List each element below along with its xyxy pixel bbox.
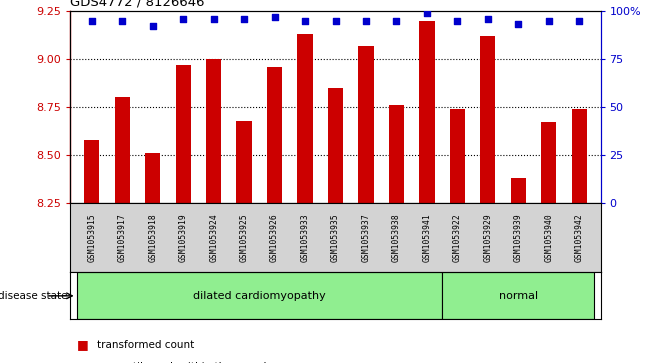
- Text: GSM1053937: GSM1053937: [362, 213, 370, 262]
- Point: [482, 16, 493, 21]
- Bar: [511, 178, 526, 203]
- Point: [391, 17, 402, 23]
- Point: [148, 23, 158, 29]
- Point: [208, 16, 219, 21]
- Text: GSM1053915: GSM1053915: [87, 213, 96, 262]
- Text: GSM1053924: GSM1053924: [209, 213, 218, 262]
- Point: [330, 17, 341, 23]
- Bar: [450, 109, 465, 203]
- Point: [87, 17, 97, 23]
- Bar: [84, 140, 99, 203]
- Bar: [358, 45, 374, 203]
- Bar: [115, 97, 130, 203]
- Text: GSM1053938: GSM1053938: [392, 213, 401, 262]
- Text: GSM1053933: GSM1053933: [301, 213, 309, 262]
- Text: GSM1053917: GSM1053917: [117, 213, 127, 262]
- Bar: [176, 65, 191, 203]
- Point: [360, 17, 371, 23]
- Text: GSM1053925: GSM1053925: [240, 213, 248, 262]
- Point: [513, 21, 523, 27]
- Text: GSM1053922: GSM1053922: [453, 213, 462, 262]
- Text: dilated cardiomyopathy: dilated cardiomyopathy: [193, 291, 325, 301]
- Text: normal: normal: [499, 291, 538, 301]
- Bar: [419, 21, 435, 203]
- Text: GSM1053940: GSM1053940: [544, 213, 554, 262]
- Text: GSM1053926: GSM1053926: [270, 213, 279, 262]
- Bar: [206, 59, 221, 203]
- Point: [452, 17, 463, 23]
- Bar: [389, 105, 404, 203]
- Point: [421, 10, 432, 16]
- Text: percentile rank within the sample: percentile rank within the sample: [97, 362, 273, 363]
- Text: GSM1053935: GSM1053935: [331, 213, 340, 262]
- Bar: [76, 272, 442, 319]
- Text: GSM1053939: GSM1053939: [514, 213, 523, 262]
- Point: [269, 14, 280, 20]
- Text: ■: ■: [77, 338, 89, 351]
- Text: GSM1053918: GSM1053918: [148, 213, 157, 262]
- Bar: [541, 122, 556, 203]
- Bar: [297, 34, 313, 203]
- Text: disease state: disease state: [0, 291, 67, 301]
- Bar: [328, 88, 343, 203]
- Bar: [572, 109, 587, 203]
- Text: ■: ■: [77, 360, 89, 363]
- Point: [178, 16, 189, 21]
- Bar: [236, 121, 252, 203]
- Point: [117, 17, 127, 23]
- Bar: [145, 153, 160, 203]
- Text: GSM1053929: GSM1053929: [483, 213, 493, 262]
- Point: [239, 16, 250, 21]
- Point: [300, 17, 311, 23]
- Text: GSM1053941: GSM1053941: [423, 213, 431, 262]
- Text: GSM1053942: GSM1053942: [575, 213, 584, 262]
- Point: [574, 17, 584, 23]
- Point: [544, 17, 554, 23]
- Bar: [267, 67, 282, 203]
- Text: GSM1053919: GSM1053919: [178, 213, 188, 262]
- Bar: [480, 36, 495, 203]
- Text: transformed count: transformed count: [97, 340, 195, 350]
- Text: GDS4772 / 8126646: GDS4772 / 8126646: [70, 0, 205, 8]
- Bar: [442, 272, 595, 319]
